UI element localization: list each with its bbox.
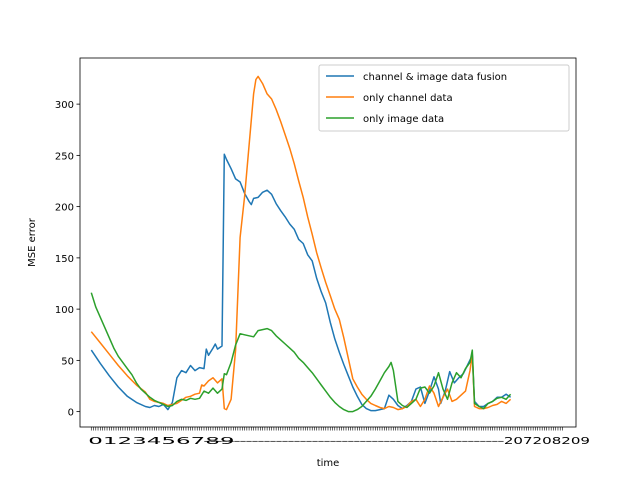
series-layer — [90, 75, 512, 413]
legend-label: only image data — [363, 114, 444, 125]
x-tick-labels-middle: ————————————————————————————————————————… — [204, 436, 504, 447]
series-line-2 — [90, 75, 512, 411]
y-tick-label: 100 — [55, 305, 74, 316]
y-tick-label: 0 — [68, 408, 74, 419]
legend: channel & image data fusion only channel … — [318, 64, 570, 132]
plot-frame — [79, 57, 577, 428]
y-axis-label: MSE error — [27, 217, 38, 267]
series-line-3 — [90, 292, 512, 413]
y-axis-ticks: 0 50 100 150 200 250 300 — [55, 100, 80, 419]
y-tick-label: 250 — [55, 151, 74, 162]
y-tick-label: 200 — [55, 203, 74, 214]
y-tick-label: 150 — [55, 254, 74, 265]
legend-label: channel & image data fusion — [363, 72, 507, 83]
x-tick-labels-right: 207208209 — [504, 436, 590, 447]
legend-box — [318, 64, 570, 132]
x-axis-label: time — [317, 458, 340, 469]
x-tick-labels-left: 0123456789 — [88, 436, 234, 447]
y-tick-label: 300 — [55, 100, 74, 111]
legend-label: only channel data — [363, 93, 453, 104]
x-axis-ticks: ————————————————————————————————————————… — [90, 427, 563, 447]
y-tick-label: 50 — [61, 356, 74, 367]
